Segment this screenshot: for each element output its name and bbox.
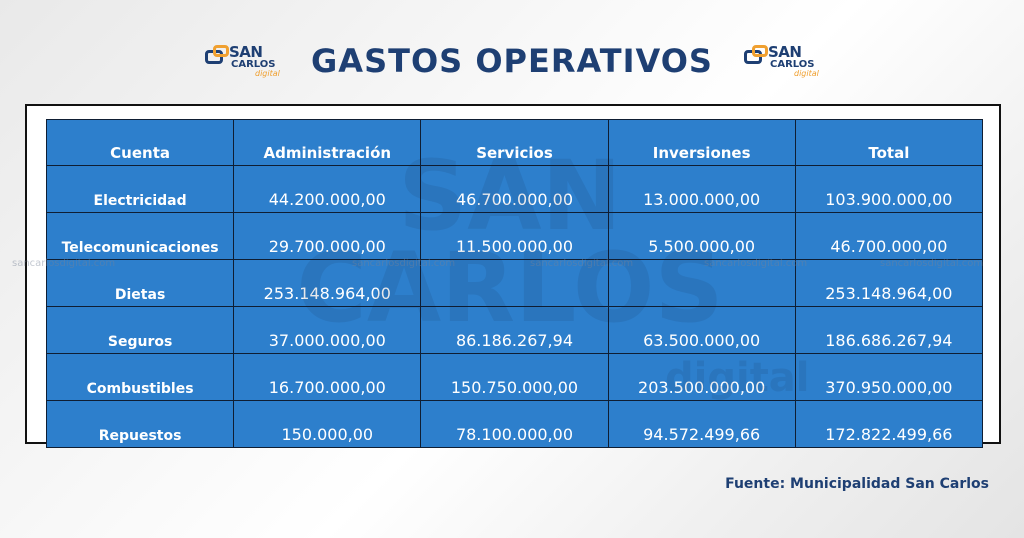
chat-bubble-icon xyxy=(752,45,768,57)
amount-cell: 94.572.499,66 xyxy=(607,400,796,448)
amount-cell: 203.500.000,00 xyxy=(607,353,796,401)
table-frame: Cuenta Administración Servicios Inversiones… xyxy=(25,104,1001,448)
column-header: Total xyxy=(794,119,984,166)
table-header-row: Cuenta Administración Servicios Inversiones… xyxy=(45,119,984,166)
amount-cell: 29.700.000,00 xyxy=(233,212,422,260)
table-row: Telecomunicaciones 29.700.000,00 11.500.00… xyxy=(45,212,984,260)
amount-cell: 37.000.000,00 xyxy=(233,306,422,354)
account-cell: Combustibles xyxy=(45,353,235,401)
logo-right: SAN CARLOS digital xyxy=(744,44,824,80)
amount-cell: 186.686.267,94 xyxy=(794,306,984,354)
amount-cell: 63.500.000,00 xyxy=(607,306,796,354)
logo-text-carlos: CARLOS xyxy=(770,59,815,70)
amount-cell: 103.900.000,00 xyxy=(794,165,984,213)
amount-cell: 5.500.000,00 xyxy=(607,212,796,260)
amount-cell: 253.148.964,00 xyxy=(794,259,984,307)
amount-cell: 13.000.000,00 xyxy=(607,165,796,213)
amount-cell: 172.822.499,66 xyxy=(794,400,984,448)
logo-text-san: SAN xyxy=(768,43,802,61)
amount-cell: 11.500.000,00 xyxy=(420,212,609,260)
amount-cell: 150.000,00 xyxy=(233,400,422,448)
amount-cell: 150.750.000,00 xyxy=(420,353,609,401)
amount-cell: 46.700.000,00 xyxy=(794,212,984,260)
column-header: Inversiones xyxy=(607,119,796,166)
account-cell: Electricidad xyxy=(45,165,235,213)
amount-cell: 86.186.267,94 xyxy=(420,306,609,354)
table-row: Dietas 253.148.964,00 253.148.964,00 xyxy=(45,259,984,307)
logo-left: SAN CARLOS digital xyxy=(205,44,285,80)
column-header: Servicios xyxy=(420,119,609,166)
amount-cell: 46.700.000,00 xyxy=(420,165,609,213)
account-cell: Repuestos xyxy=(45,400,235,448)
table-row: Combustibles 16.700.000,00 150.750.000,00 2… xyxy=(45,353,984,401)
logo-text-san: SAN xyxy=(229,43,263,61)
logo-text-digital: digital xyxy=(255,69,280,78)
source-note: Fuente: Municipalidad San Carlos xyxy=(725,476,989,492)
logo-text-digital: digital xyxy=(794,69,819,78)
amount-cell: 253.148.964,00 xyxy=(233,259,422,307)
amount-cell xyxy=(607,259,796,307)
account-cell: Dietas xyxy=(45,259,235,307)
expenses-table: Cuenta Administración Servicios Inversiones… xyxy=(45,119,984,448)
amount-cell: 78.100.000,00 xyxy=(420,400,609,448)
logo-text-carlos: CARLOS xyxy=(231,59,276,70)
table-row: Seguros 37.000.000,00 86.186.267,94 63.500.… xyxy=(45,306,984,354)
amount-cell: 44.200.000,00 xyxy=(233,165,422,213)
account-cell: Telecomunicaciones xyxy=(45,212,235,260)
amount-cell: 370.950.000,00 xyxy=(794,353,984,401)
column-header: Administración xyxy=(233,119,422,166)
account-cell: Seguros xyxy=(45,306,235,354)
table-row: Repuestos 150.000,00 78.100.000,00 94.572.4… xyxy=(45,400,984,448)
amount-cell: 16.700.000,00 xyxy=(233,353,422,401)
chat-bubble-icon xyxy=(213,45,229,57)
page-title: GASTOS OPERATIVOS xyxy=(311,42,713,80)
table-row: Electricidad 44.200.000,00 46.700.000,00 13… xyxy=(45,165,984,213)
amount-cell xyxy=(420,259,609,307)
column-header: Cuenta xyxy=(45,119,235,166)
